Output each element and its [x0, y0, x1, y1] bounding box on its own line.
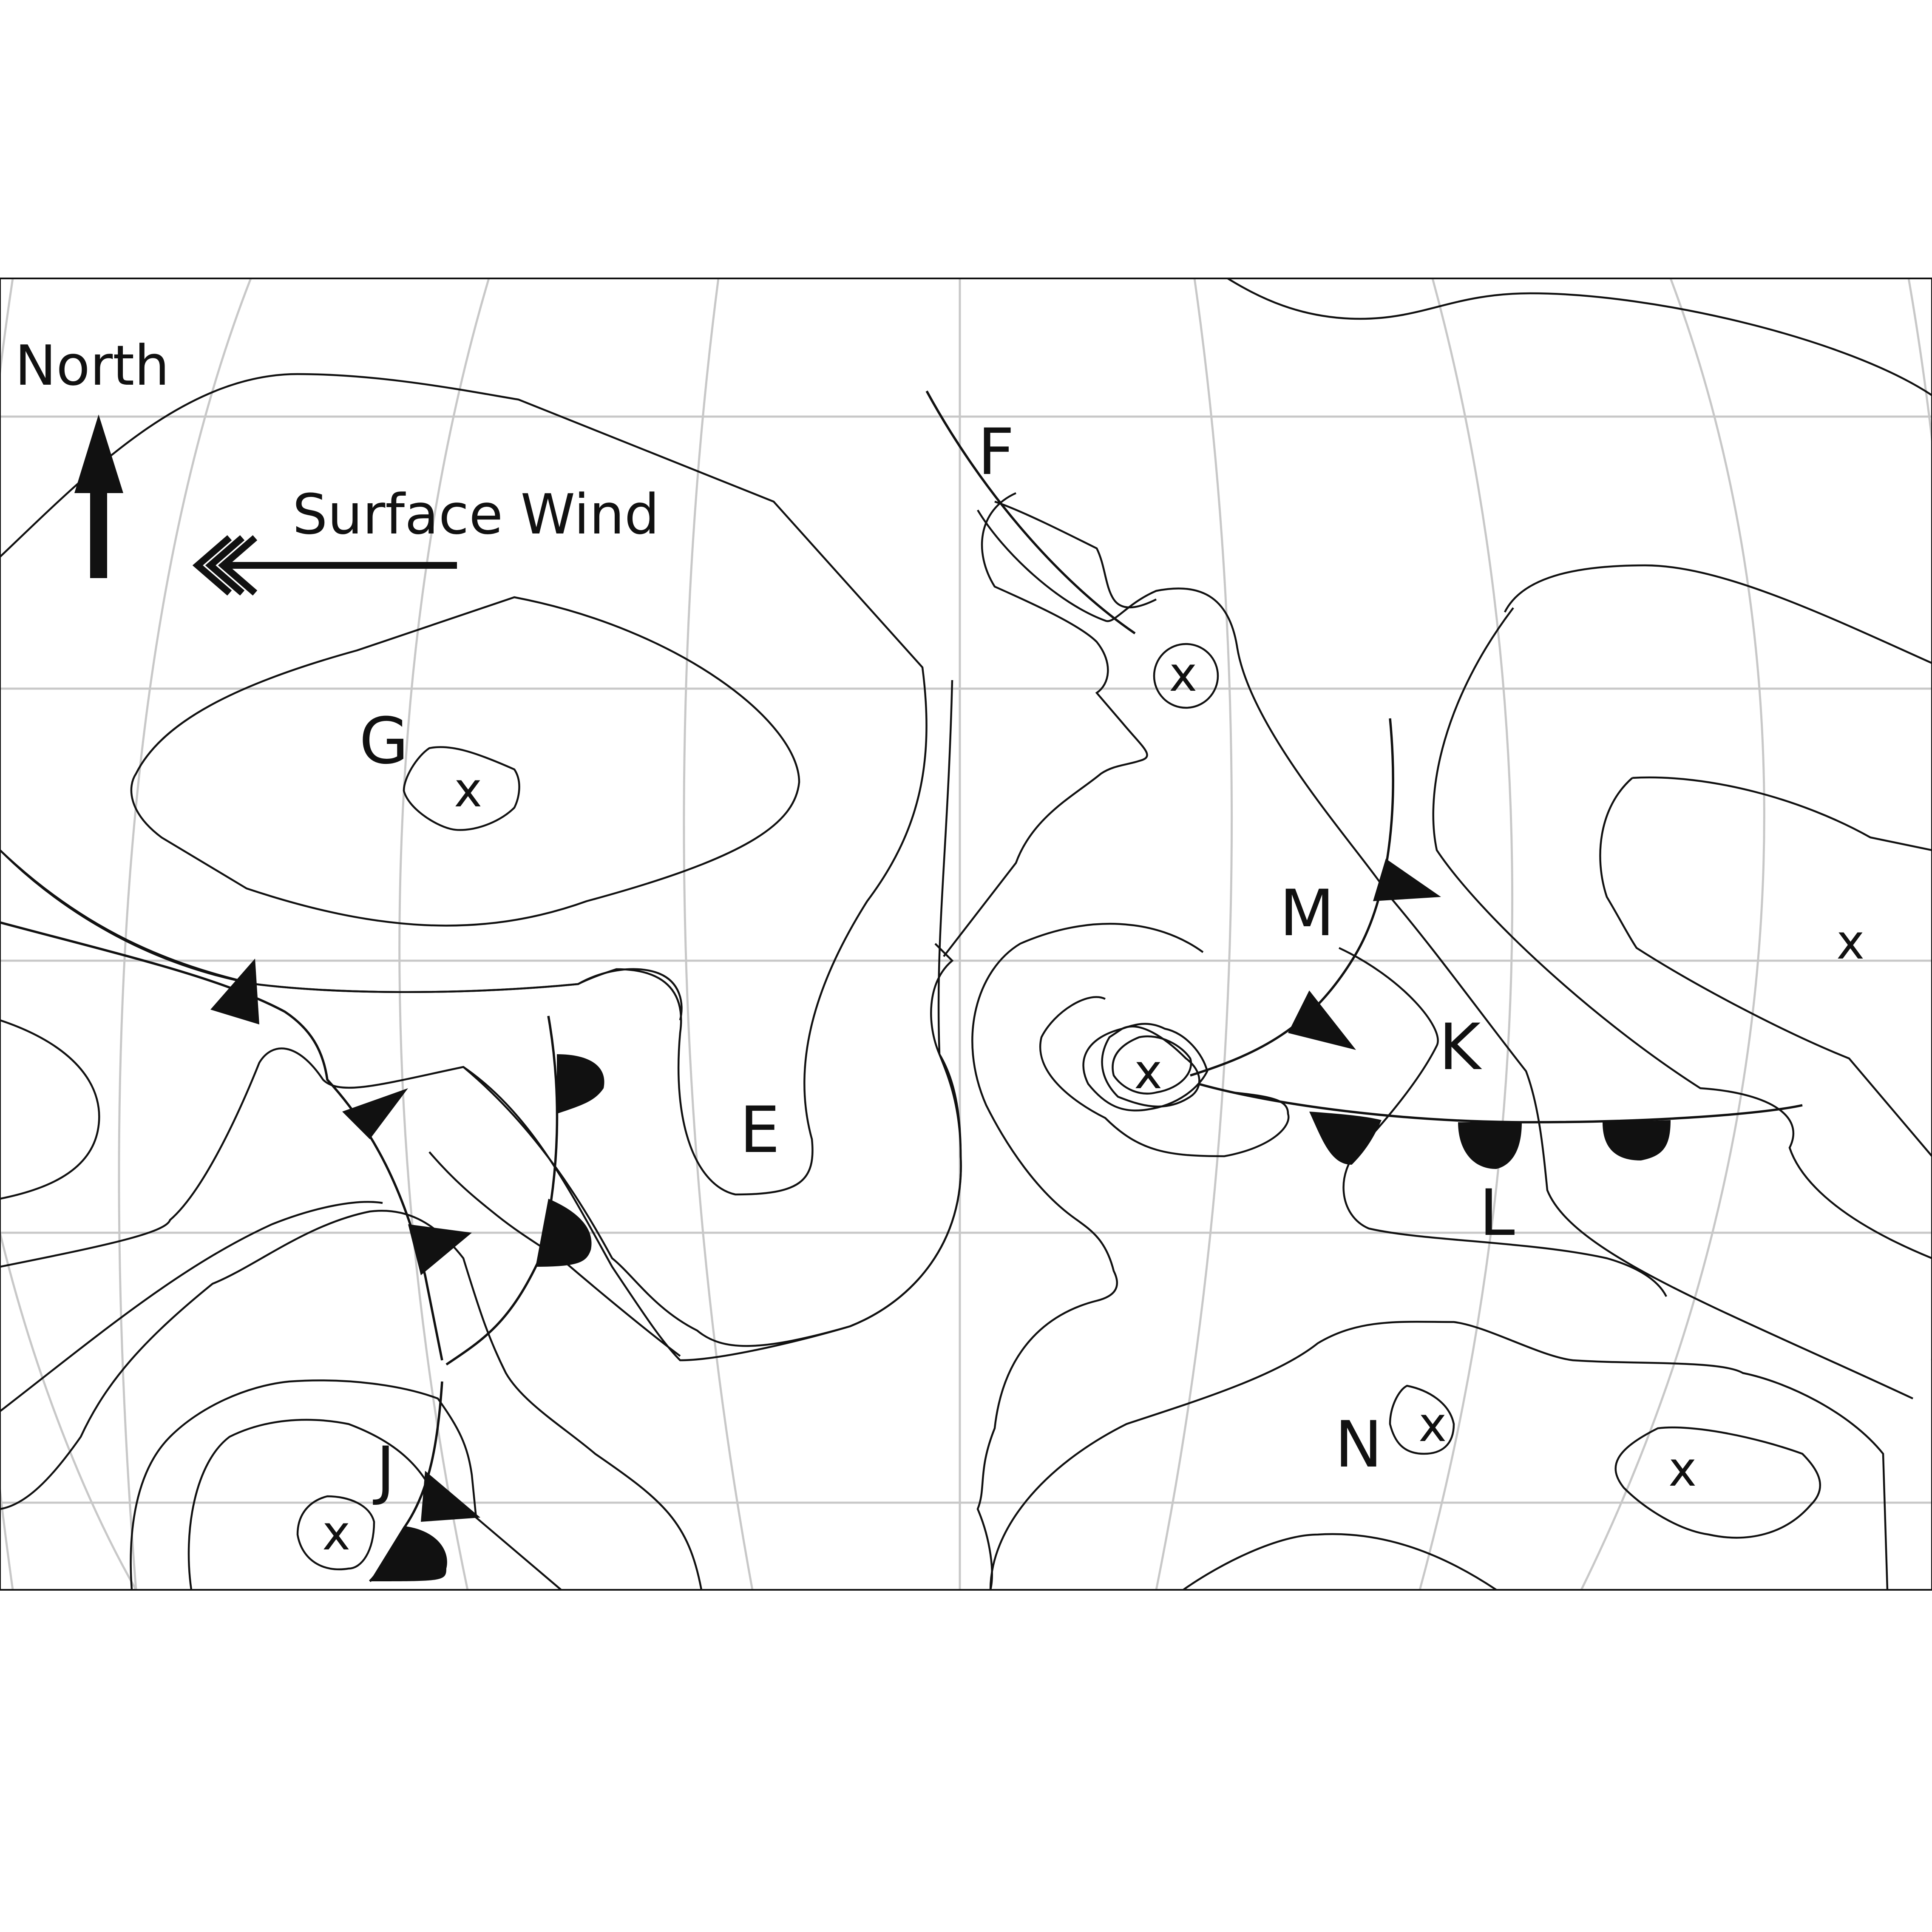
surface-wind-label: Surface Wind	[292, 482, 659, 547]
front-KL-line	[1198, 1083, 1803, 1123]
front-M-tri-2	[1288, 990, 1356, 1050]
warm-front-semi-2	[536, 1199, 592, 1267]
warm-front-semi-1	[557, 1054, 604, 1114]
front-M-line	[1190, 718, 1394, 1077]
front-KL-semi-1	[1309, 1112, 1382, 1165]
front-KL-semi-2	[1458, 1122, 1522, 1169]
x-marker-G: x	[454, 763, 482, 818]
north-label: North	[15, 333, 170, 398]
front-KL-semi-3	[1603, 1120, 1671, 1160]
wind-arrow-icon	[192, 535, 457, 596]
isobars	[0, 278, 1932, 1590]
x-marker-southeast: x	[1668, 1442, 1697, 1497]
x-marker-K: x	[1134, 1044, 1162, 1100]
graticule	[0, 278, 1932, 1590]
weather-fronts	[0, 390, 1803, 1582]
label-G: G	[359, 704, 409, 778]
label-N: N	[1335, 1408, 1382, 1482]
x-marker-F: x	[1169, 647, 1197, 702]
x-marker-J: x	[322, 1506, 350, 1561]
label-M: M	[1279, 877, 1334, 950]
cold-front-west-line	[0, 921, 443, 1361]
x-marker-east: x	[1836, 915, 1864, 970]
label-E: E	[740, 1093, 780, 1167]
cold-front-tri-2	[342, 1088, 408, 1139]
label-J: J	[373, 1433, 395, 1507]
map-frame	[0, 278, 1932, 1591]
x-marker-N: x	[1419, 1397, 1447, 1453]
label-L: L	[1479, 1176, 1515, 1250]
pressure-centers	[296, 643, 1455, 1571]
front-M-tri-1	[1373, 859, 1441, 901]
label-K: K	[1439, 1010, 1482, 1084]
warm-front-west-line	[445, 1016, 559, 1366]
front-J-semi	[370, 1526, 447, 1581]
label-F: F	[978, 415, 1014, 489]
north-arrow-icon	[74, 414, 123, 578]
cold-front-tri-3	[408, 1224, 472, 1275]
front-J-tri	[421, 1471, 480, 1522]
cold-front-tri-1	[210, 959, 259, 1024]
front-F-line	[925, 390, 1136, 635]
